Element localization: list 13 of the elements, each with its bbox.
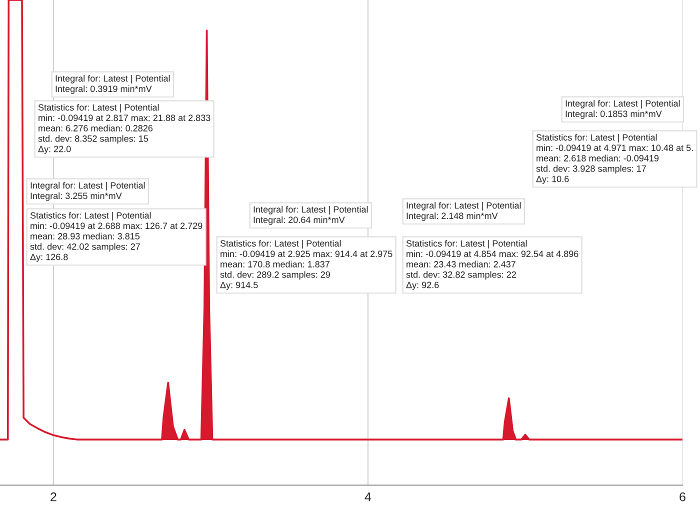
annotation: Integral for: Latest | Potential Integral: 3.255 min*mV <box>30 182 145 201</box>
annotation: Statistics for: Latest | Potential min: -0.09419 at 2.688 max: 126.7 at 2.729 mean: 28.93 median: 3.815 std. dev: 42.02 samples: 27 Δy: 126.8 <box>30 212 202 262</box>
annotation: Statistics for: Latest | Potential min: -0.09419 at 2.925 max: 914.4 at 2.975 mean: 170.8 median: 1.837 std. dev: 289.2 samples: 29 Δy: 914.5 <box>220 240 392 290</box>
annotation: Statistics for: Latest | Potential min: -0.09419 at 2.817 max: 21.88 at 2.833 mean: 6.276 median: 0.2826 std. dev: 8.352 samples: 15 Δy: 22.0 <box>38 104 210 154</box>
annotation: Integral for: Latest | Potential Integral: 0.3919 min*mV <box>56 75 170 94</box>
annotation: Statistics for: Latest | Potential min: -0.09419 at 4.854 max: 92.54 at 4.896 mean: 23.43 median: 2.437 std. dev: 32.82 samples: 22 Δy: 92.6 <box>406 240 578 290</box>
x-tick-label: 4 <box>364 492 372 502</box>
annotation: Integral for: Latest | Potential Integral: 0.1853 min*mV <box>566 100 680 119</box>
x-tick-label: 6 <box>680 492 686 502</box>
annotation: Statistics for: Latest | Potential min: -0.09419 at 4.971 max: 10.48 at 5. mean: 2.618 median: -0.09419 std. dev: 3.928 samples: 17 Δy: 10.6 <box>536 134 693 184</box>
annotation: Integral for: Latest | Potential Integral: 20.64 min*mV <box>254 206 368 225</box>
x-tick-label: 2 <box>50 492 56 502</box>
annotation: Integral for: Latest | Potential Integral: 2.148 min*mV <box>406 202 521 221</box>
